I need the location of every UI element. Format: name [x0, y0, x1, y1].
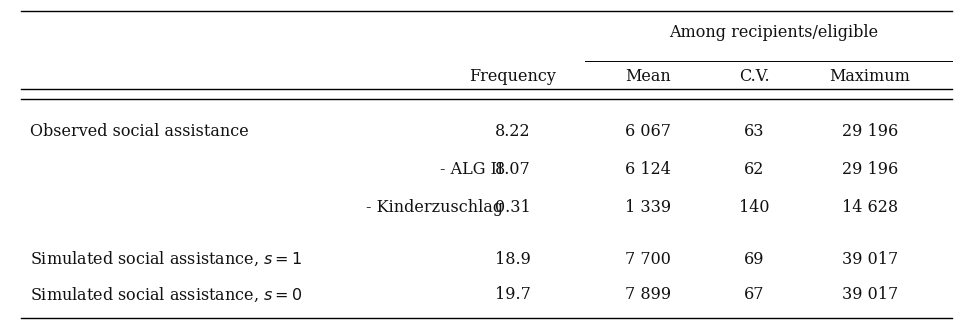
Text: C.V.: C.V.: [739, 68, 770, 85]
Text: 140: 140: [739, 199, 770, 216]
Text: 62: 62: [744, 161, 765, 178]
Text: 0.31: 0.31: [495, 199, 530, 216]
Text: 1 339: 1 339: [625, 199, 671, 216]
Text: 6 067: 6 067: [625, 123, 671, 140]
Text: 39 017: 39 017: [842, 286, 898, 303]
Text: 6 124: 6 124: [625, 161, 671, 178]
Text: 7 899: 7 899: [625, 286, 671, 303]
Text: 39 017: 39 017: [842, 251, 898, 268]
Text: 8.07: 8.07: [495, 161, 530, 178]
Text: 19.7: 19.7: [495, 286, 530, 303]
Text: 63: 63: [744, 123, 765, 140]
Text: Frequency: Frequency: [469, 68, 557, 85]
Text: 18.9: 18.9: [495, 251, 530, 268]
Text: 8.22: 8.22: [496, 123, 530, 140]
Text: Maximum: Maximum: [830, 68, 911, 85]
Text: 29 196: 29 196: [842, 123, 898, 140]
Text: Simulated social assistance, $s = 0$: Simulated social assistance, $s = 0$: [30, 285, 303, 304]
Text: Mean: Mean: [625, 68, 671, 85]
Text: 69: 69: [744, 251, 765, 268]
Text: Among recipients/eligible: Among recipients/eligible: [669, 24, 878, 41]
Text: 29 196: 29 196: [842, 161, 898, 178]
Text: 67: 67: [744, 286, 765, 303]
Text: - Kinderzuschlag: - Kinderzuschlag: [366, 199, 503, 216]
Text: Simulated social assistance, $s = 1$: Simulated social assistance, $s = 1$: [30, 250, 302, 268]
Text: - ALG II: - ALG II: [439, 161, 503, 178]
Text: 14 628: 14 628: [842, 199, 898, 216]
Text: 7 700: 7 700: [625, 251, 671, 268]
Text: Observed social assistance: Observed social assistance: [30, 123, 249, 140]
